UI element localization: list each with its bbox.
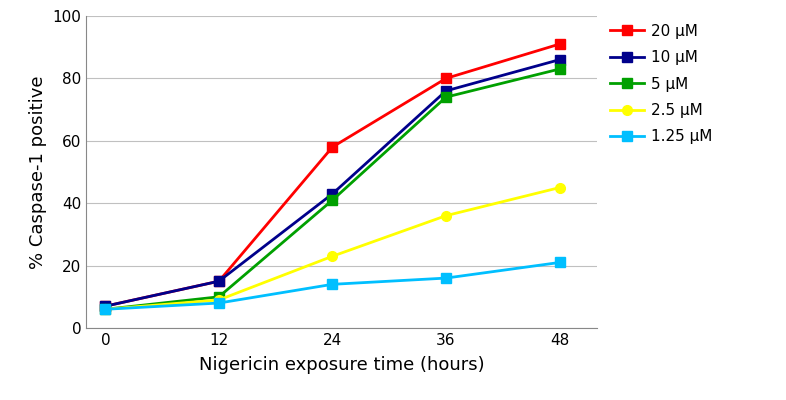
1.25 μM [101, 307, 110, 312]
20 μM [441, 76, 450, 81]
Line: 2.5 μM: 2.5 μM [101, 183, 564, 314]
2.5 μM [441, 213, 450, 218]
2.5 μM [101, 307, 110, 312]
20 μM [101, 304, 110, 308]
10 μM [215, 279, 224, 284]
1.25 μM [215, 301, 224, 306]
10 μM [328, 192, 337, 196]
5 μM [328, 198, 337, 202]
5 μM [215, 294, 224, 299]
X-axis label: Nigericin exposure time (hours): Nigericin exposure time (hours) [199, 356, 485, 374]
2.5 μM [328, 254, 337, 259]
Line: 1.25 μM: 1.25 μM [101, 258, 564, 314]
20 μM [555, 42, 564, 46]
Line: 5 μM: 5 μM [101, 64, 564, 314]
20 μM [328, 145, 337, 150]
2.5 μM [215, 298, 224, 302]
20 μM [215, 279, 224, 284]
10 μM [555, 57, 564, 62]
Y-axis label: % Caspase-1 positive: % Caspase-1 positive [29, 75, 47, 269]
5 μM [101, 307, 110, 312]
1.25 μM [328, 282, 337, 287]
5 μM [441, 95, 450, 100]
2.5 μM [555, 185, 564, 190]
5 μM [555, 67, 564, 72]
Legend: 20 μM, 10 μM, 5 μM, 2.5 μM, 1.25 μM: 20 μM, 10 μM, 5 μM, 2.5 μM, 1.25 μM [610, 24, 713, 144]
10 μM [441, 88, 450, 93]
1.25 μM [441, 276, 450, 280]
1.25 μM [555, 260, 564, 265]
Line: 10 μM: 10 μM [101, 55, 564, 311]
10 μM [101, 304, 110, 308]
Line: 20 μM: 20 μM [101, 39, 564, 311]
